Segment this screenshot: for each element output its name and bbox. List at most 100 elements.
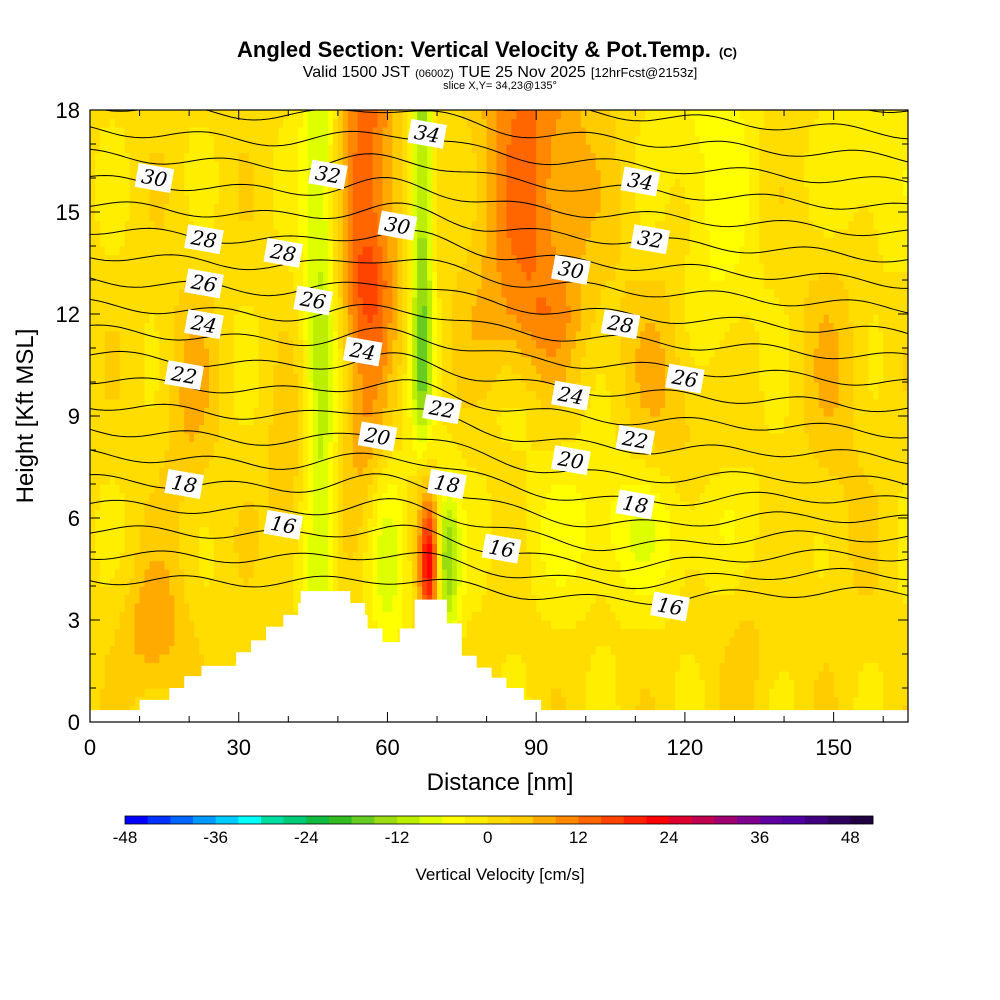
field-cell — [337, 356, 344, 366]
field-cell — [248, 135, 255, 145]
field-cell — [402, 543, 408, 553]
field-cell — [263, 543, 270, 553]
field-cell — [357, 594, 364, 604]
field-cell — [318, 110, 324, 120]
field-cell — [238, 212, 245, 222]
field-cell — [95, 416, 101, 426]
field-cell — [392, 509, 398, 519]
field-cell — [342, 212, 349, 222]
field-cell — [228, 560, 235, 570]
field-cell — [268, 373, 275, 383]
field-cell — [342, 399, 349, 409]
field-cell — [303, 254, 309, 264]
field-cell — [323, 186, 329, 196]
field-cell — [129, 152, 136, 162]
field-cell — [352, 433, 359, 443]
field-cell — [432, 526, 438, 536]
field-cell — [298, 509, 304, 519]
field-cell — [402, 365, 408, 375]
field-cell — [342, 518, 349, 528]
field-cell — [90, 552, 96, 562]
field-cell — [253, 390, 260, 400]
field-cell — [407, 203, 413, 213]
field-cell — [347, 246, 354, 256]
field-cell — [154, 620, 160, 630]
field-cell — [159, 348, 165, 358]
field-cell — [95, 509, 101, 519]
field-cell — [104, 645, 111, 655]
field-cell — [248, 229, 255, 239]
field-cell — [233, 628, 240, 638]
field-cell — [382, 203, 389, 213]
field-cell — [352, 169, 359, 179]
field-cell — [104, 611, 111, 621]
field-cell — [154, 331, 160, 341]
field-cell — [248, 407, 255, 417]
field-cell — [382, 254, 389, 264]
field-cell — [367, 552, 374, 562]
field-cell — [362, 543, 369, 553]
field-cell — [412, 110, 418, 120]
field-cell — [238, 586, 245, 596]
field-cell — [278, 297, 284, 307]
field-cell — [308, 424, 314, 434]
field-cell — [139, 475, 146, 485]
field-cell — [95, 229, 101, 239]
field-cell — [139, 305, 146, 315]
field-cell — [159, 118, 165, 128]
field-cell — [328, 237, 334, 247]
field-cell — [347, 467, 354, 477]
field-cell — [199, 569, 205, 579]
field-cell — [352, 373, 359, 383]
field-cell — [293, 390, 299, 400]
field-cell — [159, 654, 165, 664]
field-cell — [139, 688, 146, 698]
field-cell — [298, 492, 304, 502]
field-cell — [154, 382, 160, 392]
field-cell — [104, 314, 111, 324]
field-cell — [407, 526, 413, 536]
field-cell — [288, 501, 294, 511]
field-cell — [144, 382, 151, 392]
field-cell — [293, 543, 299, 553]
field-cell — [154, 467, 160, 477]
field-cell — [149, 569, 156, 579]
field-cell — [159, 450, 165, 460]
field-cell — [159, 424, 165, 434]
field-cell — [248, 424, 255, 434]
field-cell — [223, 135, 230, 145]
field-cell — [179, 297, 185, 307]
field-cell — [223, 484, 230, 494]
field-cell — [372, 203, 379, 213]
field-cell — [427, 305, 433, 315]
field-cell — [357, 492, 364, 502]
field-cell — [144, 110, 151, 120]
field-cell — [213, 603, 220, 613]
field-cell — [243, 229, 250, 239]
field-cell — [372, 297, 379, 307]
field-cell — [397, 127, 403, 137]
field-cell — [169, 135, 175, 145]
field-cell — [367, 144, 374, 154]
field-cell — [104, 365, 111, 375]
field-cell — [129, 424, 136, 434]
field-cell — [342, 484, 349, 494]
field-cell — [228, 509, 235, 519]
field-cell — [144, 433, 151, 443]
field-cell — [149, 263, 156, 273]
field-cell — [90, 373, 96, 383]
field-cell — [124, 501, 131, 511]
field-cell — [218, 603, 225, 613]
field-cell — [109, 305, 116, 315]
field-cell — [253, 152, 260, 162]
field-cell — [273, 314, 279, 324]
field-cell — [427, 577, 433, 587]
field-cell — [278, 127, 284, 137]
field-cell — [407, 535, 413, 545]
field-cell — [288, 280, 294, 290]
field-cell — [323, 110, 329, 120]
field-cell — [154, 280, 160, 290]
field-cell — [179, 118, 185, 128]
field-cell — [273, 161, 279, 171]
field-cell — [422, 331, 428, 341]
